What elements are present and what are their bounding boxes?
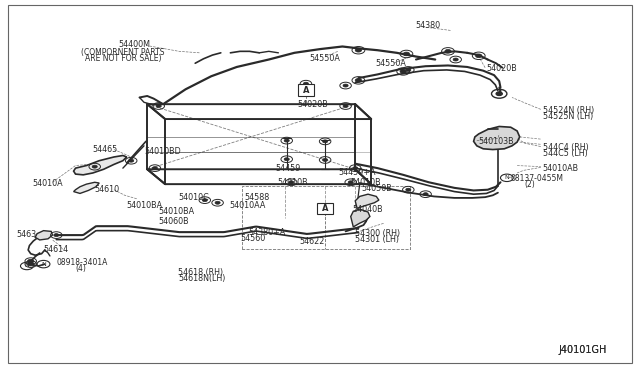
Text: 54010BA: 54010BA: [127, 201, 163, 210]
Circle shape: [453, 58, 458, 61]
Circle shape: [400, 70, 406, 73]
Text: 54618 (RH): 54618 (RH): [178, 268, 223, 277]
Text: 54380: 54380: [415, 21, 440, 30]
Text: 54301 (LH): 54301 (LH): [355, 235, 399, 244]
Circle shape: [403, 52, 410, 56]
Text: A: A: [322, 204, 328, 213]
Text: 54010B: 54010B: [351, 178, 381, 187]
Circle shape: [343, 84, 348, 87]
Text: 540103B: 540103B: [479, 137, 515, 146]
Circle shape: [152, 167, 157, 170]
Text: 54459: 54459: [275, 164, 301, 173]
Circle shape: [284, 158, 289, 161]
Text: J40101GH: J40101GH: [558, 345, 607, 355]
Bar: [317, 203, 333, 214]
Text: 54040B: 54040B: [352, 205, 383, 214]
Text: (2): (2): [525, 180, 536, 189]
Circle shape: [156, 105, 161, 108]
Circle shape: [129, 159, 134, 162]
Polygon shape: [74, 182, 99, 193]
Text: 54618N(LH): 54618N(LH): [178, 274, 225, 283]
Text: (4): (4): [76, 264, 86, 273]
Text: 54010A: 54010A: [32, 179, 63, 187]
Text: 08137-0455M: 08137-0455M: [511, 174, 564, 183]
Text: 54459+A: 54459+A: [338, 168, 376, 177]
Text: 54300 (RH): 54300 (RH): [355, 229, 401, 238]
Text: ARE NOT FOR SALE): ARE NOT FOR SALE): [84, 54, 161, 63]
Text: 54524N (RH): 54524N (RH): [543, 106, 594, 115]
Circle shape: [406, 68, 411, 71]
Circle shape: [353, 167, 358, 170]
Text: 5463: 5463: [16, 230, 36, 239]
Text: 54010AB: 54010AB: [543, 164, 579, 173]
Polygon shape: [35, 231, 52, 240]
Text: N: N: [504, 175, 509, 180]
Text: 54622: 54622: [300, 237, 325, 246]
Text: 54550A: 54550A: [310, 54, 340, 63]
Text: J40101GH: J40101GH: [558, 345, 607, 355]
Text: A: A: [303, 86, 309, 94]
Circle shape: [202, 199, 207, 202]
Circle shape: [28, 262, 34, 266]
Text: 54588: 54588: [244, 193, 270, 202]
Text: 08918-3401A: 08918-3401A: [56, 258, 108, 267]
Polygon shape: [74, 155, 127, 175]
Polygon shape: [351, 209, 370, 227]
Text: 54010AA: 54010AA: [229, 201, 266, 210]
Circle shape: [92, 165, 97, 168]
Circle shape: [284, 139, 289, 142]
Text: 54060B: 54060B: [159, 217, 189, 226]
Text: 54465: 54465: [93, 145, 118, 154]
Text: 54560: 54560: [240, 234, 265, 243]
Text: N: N: [24, 263, 29, 269]
Text: 54010C: 54010C: [178, 193, 209, 202]
Polygon shape: [474, 126, 520, 150]
Bar: [298, 84, 314, 96]
Circle shape: [28, 259, 34, 263]
Text: 54010BD: 54010BD: [144, 147, 180, 155]
Text: 54400M: 54400M: [118, 40, 150, 49]
Circle shape: [355, 48, 362, 52]
Circle shape: [323, 140, 328, 143]
Text: 54525N (LH): 54525N (LH): [543, 112, 593, 121]
Circle shape: [348, 181, 353, 184]
Text: 54020B: 54020B: [486, 64, 517, 73]
Text: 544C4 (RH): 544C4 (RH): [543, 143, 588, 152]
Text: 54050B: 54050B: [362, 185, 392, 193]
Circle shape: [496, 92, 502, 96]
Text: 544C5 (LH): 544C5 (LH): [543, 149, 588, 158]
Circle shape: [323, 158, 328, 161]
Circle shape: [289, 181, 294, 184]
Circle shape: [343, 105, 348, 108]
Polygon shape: [355, 194, 379, 208]
Circle shape: [355, 78, 362, 82]
Circle shape: [54, 234, 59, 237]
Circle shape: [215, 201, 220, 204]
Text: 54610: 54610: [95, 185, 120, 194]
Circle shape: [476, 54, 482, 58]
Text: 54380+A: 54380+A: [248, 228, 285, 237]
Circle shape: [423, 193, 428, 196]
Text: N: N: [41, 262, 46, 267]
Circle shape: [406, 188, 411, 191]
Text: 54550A: 54550A: [375, 60, 406, 68]
Circle shape: [445, 49, 451, 53]
Text: 54614: 54614: [44, 245, 68, 254]
Text: (COMPORNENT PARTS: (COMPORNENT PARTS: [81, 48, 164, 57]
Text: 54010B: 54010B: [278, 178, 308, 187]
Text: 54010BA: 54010BA: [159, 207, 195, 216]
Text: 54020B: 54020B: [297, 100, 328, 109]
Circle shape: [303, 82, 308, 85]
